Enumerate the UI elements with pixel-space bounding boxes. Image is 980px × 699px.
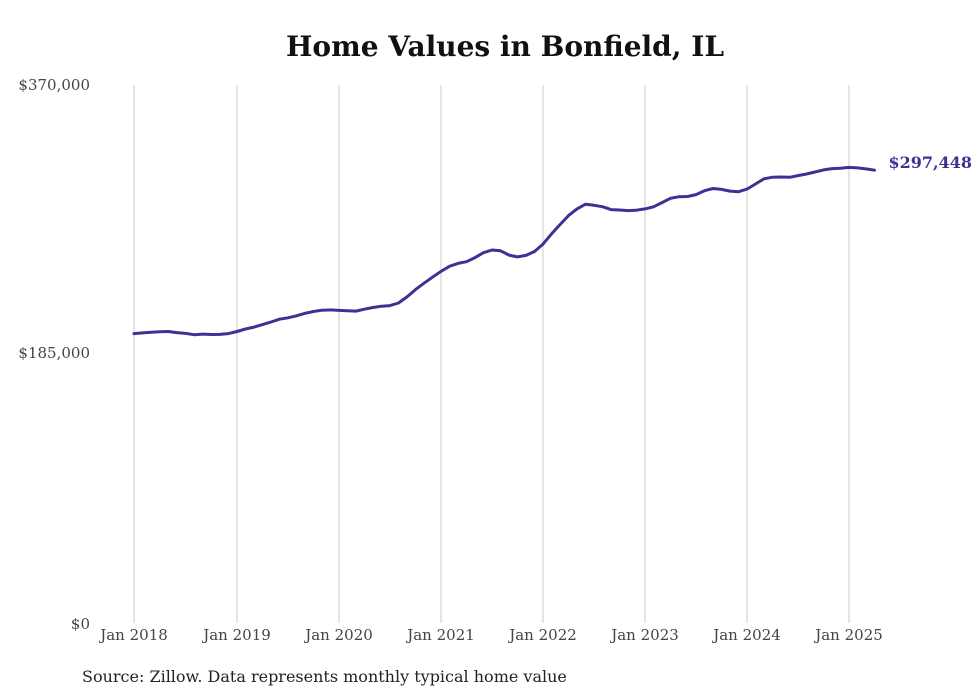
series-line [132, 165, 876, 337]
x-tick-label: Jan 2018 [98, 626, 168, 644]
axis-labels: Jan 2018 Jan 2019 Jan 2020 Jan 2021 Jan 2022… [18, 76, 882, 644]
series: $297,448 [132, 153, 973, 337]
y-tick-label: $185,000 [18, 344, 90, 362]
x-tick-label: Jan 2024 [711, 626, 781, 644]
chart-title: Home Values in Bonfield, IL [285, 30, 725, 63]
x-tick-label: Jan 2021 [405, 626, 475, 644]
x-tick-label: Jan 2025 [813, 626, 883, 644]
x-tick-label: Jan 2020 [303, 626, 373, 644]
x-tick-label: Jan 2023 [609, 626, 679, 644]
end-value-label: $297,448 [889, 153, 973, 172]
source-note: Source: Zillow. Data represents monthly … [82, 667, 567, 686]
y-tick-label: $370,000 [18, 76, 90, 94]
x-tick-label: Jan 2019 [201, 626, 271, 644]
x-tick-label: Jan 2022 [507, 626, 577, 644]
y-tick-label: $0 [71, 615, 90, 633]
gridlines [133, 85, 850, 623]
